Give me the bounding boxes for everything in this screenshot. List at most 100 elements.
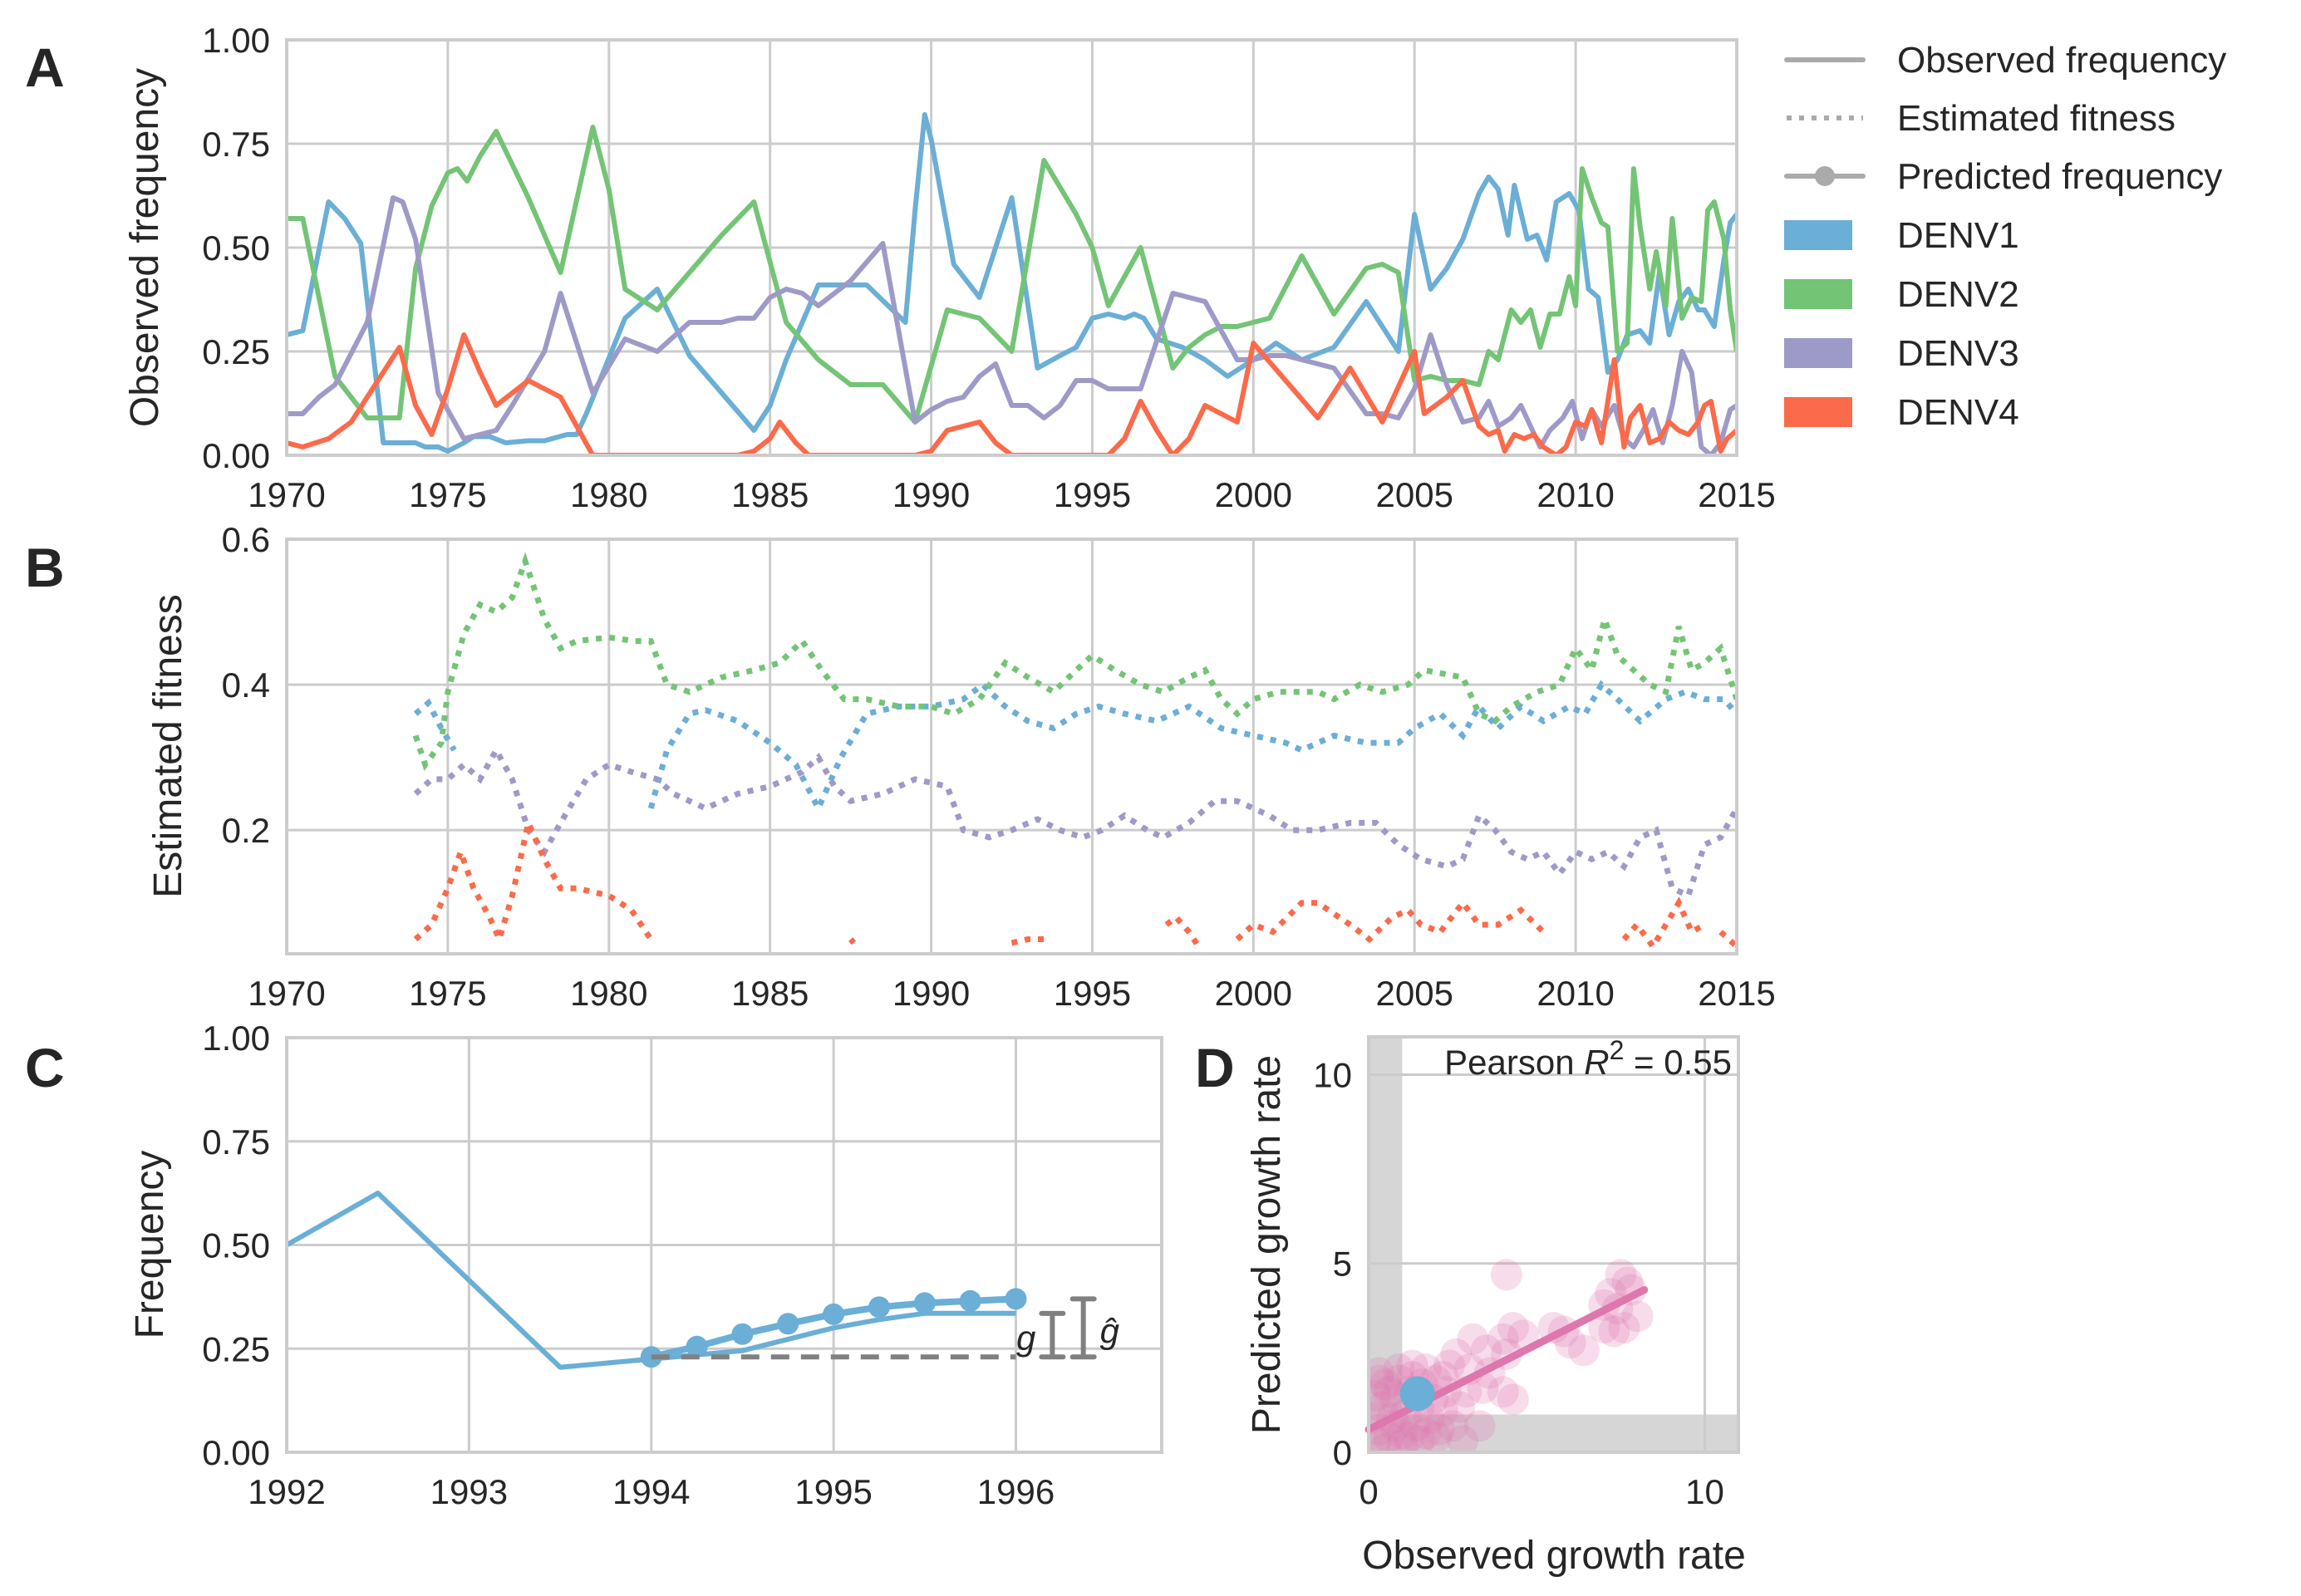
panel-c-ytick: 0.00 [202,1433,270,1472]
legend-marker-dot [1815,166,1835,186]
panel-a-ylabel: Observed frequency [123,68,167,427]
panel-d-scatter-point [1373,1376,1405,1408]
panel-b-xtick: 1985 [731,974,809,1013]
panel-d-scatter-point [1369,1364,1395,1397]
panel-b-xtick: 2010 [1536,974,1614,1013]
panel-c-xtick: 1996 [977,1472,1055,1511]
legend-denv3-swatch [1784,338,1852,368]
panel-d-shaded-band-x [1369,1037,1403,1452]
panel-c-ytick: 0.50 [202,1226,270,1265]
panel-a-frame [285,38,1738,457]
panel-c-predicted-marker [777,1313,799,1335]
panel-b-estimated-fitness: 1970 1975 1980 1985 1990 1995 2000 2005 2010 2015… [222,520,1776,1013]
panel-b-dotted-denv4 [1621,896,1706,952]
panel-d-scatter-point [1567,1334,1600,1367]
panel-c-xtick: 1993 [430,1472,508,1511]
panel-d-scatter-point [1497,1383,1529,1416]
panel-b-xtick: 1990 [892,974,970,1013]
panel-c-xtick: 1992 [248,1472,325,1511]
panel-d-scatter-point [1497,1312,1529,1343]
panel-a-line-denv1 [287,112,1737,454]
panel-d-scatter-point [1369,1368,1402,1401]
panel-d-scatter-point [1487,1323,1519,1355]
panel-letter-a: A [25,37,65,98]
panel-d-scatter-point [1608,1312,1640,1343]
panel-d-scatter-point [1399,1410,1432,1442]
panel-b-xtick: 2005 [1376,974,1453,1013]
panel-b-ytick: 0.6 [222,520,270,559]
panel-c-predicted-marker [686,1335,708,1358]
panel-b-dotted-denv4 [1718,930,1737,949]
legend: Observed frequency Estimated fitness Pre… [1784,40,2226,433]
panel-c-predicted-marker [640,1346,662,1368]
panel-a-xtick: 1985 [731,475,809,514]
panel-a-ytick: 1.00 [202,21,270,60]
panel-c-ytick: 1.00 [202,1019,270,1058]
legend-predicted-frequency: Predicted frequency [1897,156,2222,197]
panel-d-growth-rate-scatter: 0 10 0 5 10 Pearson R2 = 0.55 [1313,1035,1740,1511]
panel-d-scatter-point [1369,1425,1392,1452]
panel-d-scatter-point [1588,1312,1620,1343]
panel-d-scatter-point [1393,1421,1425,1452]
panel-d-frame [1367,1035,1740,1454]
panel-d-scatter-point [1423,1413,1455,1446]
panel-d-ytick: 10 [1313,1055,1352,1094]
legend-estimated-fitness: Estimated fitness [1897,98,2176,139]
panel-a-xtick: 2005 [1376,475,1453,514]
legend-denv1-swatch [1784,220,1852,250]
legend-denv3: DENV3 [1897,333,2019,374]
panel-c-predicted-marker [868,1296,890,1319]
panel-a-line-denv4 [287,332,1737,455]
panel-a-ytick: 0.75 [202,125,270,164]
panel-d-scatter-point [1487,1376,1519,1408]
panel-letter-d: D [1195,1037,1235,1098]
panel-b-dotted-denv4 [1164,913,1202,949]
panel-b-dotted-denv4 [848,937,857,945]
panel-d-ytick: 0 [1333,1433,1352,1472]
panel-c-ylabel: Frequency [128,1151,172,1339]
panel-b-dotted-denv4 [1235,897,1546,944]
panel-d-pearson-annotation: Pearson R2 = 0.55 [1444,1035,1732,1082]
panel-d-scatter-point [1621,1300,1654,1333]
panel-d-scatter-point [1427,1395,1458,1427]
legend-observed-frequency: Observed frequency [1897,40,2226,81]
panel-c-label-g: g [1016,1319,1035,1358]
panel-d-scatter-point [1369,1432,1402,1452]
panel-d-shaded-band-y [1369,1414,1738,1452]
panel-b-xtick: 1970 [248,974,325,1013]
panel-d-highlight-point [1399,1376,1435,1412]
panel-a-observed-frequency: 1970 1975 1980 1985 1990 1995 2000 2005 2010 2015… [202,21,1775,514]
panel-b-ytick: 0.2 [222,811,270,850]
panel-b-xtick: 2015 [1698,974,1775,1013]
panel-d-xlabel: Observed growth rate [1362,1534,1746,1578]
panel-c-predicted-marker [823,1303,845,1325]
panel-d-scatter-point [1386,1428,1418,1452]
panel-d-scatter-point [1447,1425,1479,1452]
panel-d-scatter-point [1409,1417,1442,1450]
panel-b-dotted-denv2 [412,552,1737,771]
panel-d-scatter-point [1443,1391,1476,1423]
panel-b-dotted-denv1 [413,698,457,752]
panel-c-xtick: 1994 [612,1472,690,1511]
panel-c-frequency-example: 1992 1993 1994 1995 1996 0.00 0.25 0.50 0.75 1.00… [202,1019,1163,1511]
panel-c-ytick: 0.25 [202,1329,270,1368]
panel-a-xtick: 2000 [1215,475,1292,514]
panel-a-ytick: 0.50 [202,228,270,268]
panel-d-ytick: 5 [1333,1245,1352,1284]
legend-denv2: DENV2 [1897,274,2019,315]
panel-b-ylabel: Estimated fitness [146,594,190,897]
panel-c-predicted-marker [731,1323,754,1345]
panel-letter-c: C [25,1037,65,1098]
panel-a-xtick: 1970 [248,475,325,514]
panel-d-scatter-point [1490,1259,1522,1291]
legend-denv4: DENV4 [1897,392,2019,433]
panel-a-xtick: 1975 [409,475,486,514]
panel-b-xtick: 1995 [1054,974,1131,1013]
panel-d-scatter-point [1598,1315,1630,1348]
panel-c-frame [285,1036,1163,1454]
panel-a-line-denv3 [287,195,1737,455]
panel-b-frame [285,538,1738,955]
panel-d-ylabel: Predicted growth rate [1245,1055,1289,1434]
